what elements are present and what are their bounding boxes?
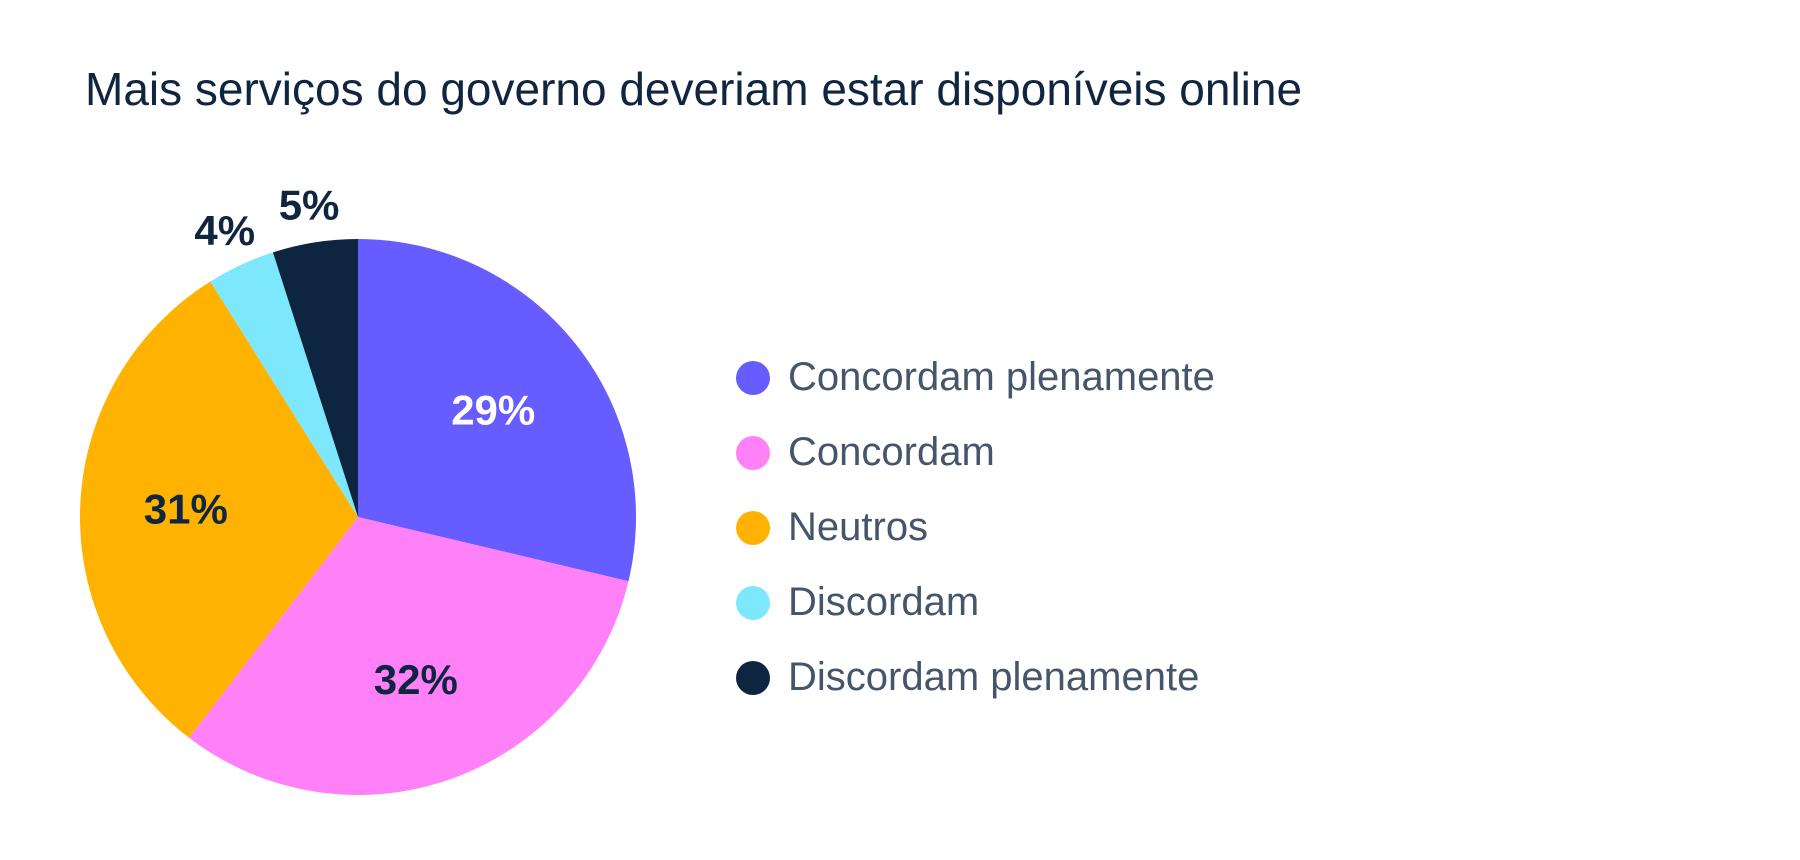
- data-label-discordam-plenamente: 5%: [279, 181, 340, 228]
- legend-item-concordam[interactable]: Concordam: [736, 415, 1215, 490]
- data-label-concordam-plenamente: 29%: [451, 387, 535, 434]
- chart-title: Mais serviços do governo deveriam estar …: [85, 63, 1303, 115]
- data-label-discordam: 4%: [194, 207, 255, 254]
- data-label-neutros: 31%: [144, 485, 228, 532]
- legend-item-neutros[interactable]: Neutros: [736, 490, 1215, 565]
- legend-item-concordam-plenamente[interactable]: Concordam plenamente: [736, 340, 1215, 415]
- legend-label: Concordam: [788, 430, 995, 474]
- pie-chart: 29% 32% 31% 4% 5%: [79, 181, 636, 795]
- legend-swatch: [736, 360, 770, 395]
- pie-slice-concordam[interactable]: [189, 517, 629, 795]
- pie-slice-discordam-plenamente[interactable]: [272, 239, 358, 517]
- legend-label: Discordam plenamente: [788, 655, 1200, 699]
- pie-slice-neutros[interactable]: [79, 281, 358, 738]
- pie-slice-concordam-plenamente[interactable]: [358, 239, 636, 582]
- legend-label: Concordam plenamente: [788, 355, 1215, 399]
- pie-slice-discordam[interactable]: [210, 252, 358, 517]
- legend: Concordam plenamente Concordam Neutros D…: [736, 340, 1215, 715]
- legend-swatch: [736, 585, 770, 620]
- legend-item-discordam[interactable]: Discordam: [736, 565, 1215, 640]
- legend-swatch: [736, 660, 770, 695]
- data-label-concordam: 32%: [374, 656, 458, 703]
- legend-item-discordam-plenamente[interactable]: Discordam plenamente: [736, 640, 1215, 715]
- legend-label: Neutros: [788, 505, 929, 549]
- legend-swatch: [736, 435, 770, 470]
- legend-swatch: [736, 510, 770, 545]
- legend-label: Discordam: [788, 580, 980, 624]
